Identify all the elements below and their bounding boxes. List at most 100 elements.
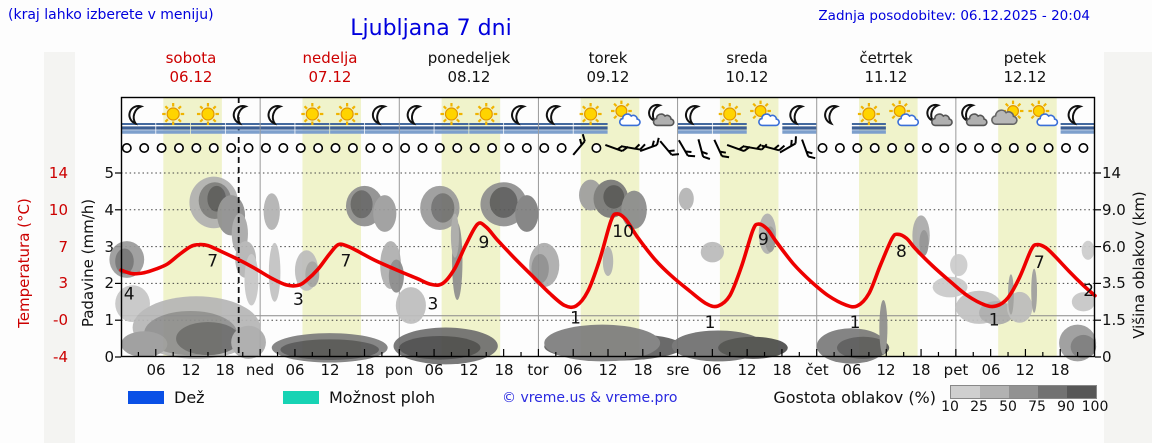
- barb-feather: [579, 138, 583, 146]
- cloud-blob: [515, 195, 539, 232]
- temp-tick: -0: [53, 311, 68, 329]
- cloud-blob: [121, 331, 168, 357]
- sun-ray: [734, 118, 739, 123]
- wind-barb: [801, 139, 816, 160]
- cloud-blob: [350, 190, 373, 219]
- cloud-tick: 9.0: [1102, 201, 1126, 219]
- day-header-petek: petek 12.12: [955, 49, 1095, 87]
- barb-shaft: [779, 142, 797, 154]
- wind-calm-circle: [208, 142, 219, 153]
- density-tick: 75: [1028, 399, 1046, 415]
- density-tick: 10: [941, 399, 959, 415]
- sun-disc: [584, 107, 598, 121]
- density-segment: [1038, 386, 1067, 398]
- wind-calm-circle: [313, 142, 324, 153]
- weather-icon-sun-fog: [295, 103, 330, 134]
- day-date: 12.12: [1003, 68, 1047, 86]
- barb-feather: [639, 143, 646, 151]
- cloud-blob: [450, 213, 460, 258]
- weather-icon-moon-fog: [121, 105, 156, 134]
- weather-icon-sun-fog: [330, 103, 365, 134]
- precip-tick: 0: [104, 348, 114, 366]
- daylight-band: [859, 98, 918, 356]
- wind-barb: [659, 140, 680, 156]
- wind-calm-circle: [1078, 142, 1089, 153]
- sun-ray: [164, 118, 169, 123]
- weather-icon-moon-fog: [1060, 105, 1095, 134]
- weather-icon-sun-fog: [712, 103, 747, 134]
- wind-calm-circle: [260, 142, 271, 153]
- sun-disc: [166, 107, 180, 121]
- temperature-value-label: 1: [570, 308, 581, 328]
- density-tick: 50: [999, 399, 1017, 415]
- cloud-blob: [244, 253, 259, 306]
- barb-shaft: [659, 140, 673, 156]
- wind-calm-circle: [974, 142, 985, 153]
- temperature-value-label: 7: [1034, 253, 1045, 273]
- wind-calm-circle: [1008, 142, 1019, 153]
- sun-ray: [860, 105, 865, 110]
- cloud-blob: [765, 226, 776, 253]
- sun-ray: [199, 105, 204, 110]
- barb-feather: [685, 150, 692, 153]
- precip-tick: 5: [104, 164, 114, 182]
- weather-icon-sun-cloud: [889, 100, 920, 127]
- cloud-puff: [897, 113, 920, 127]
- sun-ray: [891, 115, 896, 120]
- x-label-hour: 06: [842, 361, 862, 379]
- sun-disc: [615, 105, 628, 118]
- day-name: ponedeljek: [427, 49, 511, 67]
- barb-feather: [701, 150, 708, 155]
- sun-ray: [1017, 115, 1022, 120]
- weather-icon-sun-cloud: [610, 100, 641, 127]
- weather-icon-moon-fog: [260, 105, 295, 134]
- x-label-hour: 12: [598, 361, 618, 379]
- sun-disc: [340, 107, 354, 121]
- cloud-blob: [176, 322, 240, 356]
- left-axis-strip: [44, 52, 75, 443]
- x-label-hour: 12: [459, 361, 479, 379]
- weather-icon-sun-cloud: [1028, 100, 1059, 127]
- sun-ray: [764, 102, 769, 107]
- x-label-hour: 18: [355, 361, 375, 379]
- wind-calm-circle: [852, 142, 863, 153]
- barb-feather: [616, 145, 624, 151]
- sun-ray: [351, 118, 356, 123]
- sun-disc: [723, 107, 737, 121]
- temperature-value-label: 10: [612, 222, 634, 242]
- moon-crescent: [961, 103, 976, 123]
- cloud-blob: [950, 253, 968, 277]
- cloud-tick: 0: [1102, 348, 1112, 366]
- cloud-tick: 1.5: [1102, 311, 1126, 329]
- sun-ray: [1030, 115, 1035, 120]
- day-date: 10.12: [725, 68, 769, 86]
- sun-disc: [1032, 105, 1045, 118]
- moon-crescent: [1067, 105, 1084, 126]
- x-label-hour: 18: [911, 361, 931, 379]
- barb-shaft: [639, 143, 658, 153]
- weather-icon-moon-fog: [364, 105, 399, 134]
- temperature-value-label: 3: [427, 295, 438, 315]
- cloud-field: [109, 176, 1097, 365]
- temperature-curve: [119, 212, 1097, 310]
- sun-ray: [338, 118, 343, 123]
- sun-ray: [477, 118, 482, 123]
- sun-ray: [734, 105, 739, 110]
- weather-icon-moon-cloud: [961, 103, 988, 127]
- barb-feather: [687, 154, 696, 158]
- density-segment: [951, 386, 980, 398]
- cloud-puff: [618, 113, 641, 127]
- x-label-day: ned: [245, 361, 275, 379]
- sun-ray: [873, 118, 878, 123]
- cloud-puff: [1036, 113, 1059, 127]
- sun-ray: [752, 102, 757, 107]
- cloud-blob: [700, 241, 724, 263]
- temperature-value-label: 8: [896, 242, 907, 262]
- cloud-tick: 3.5: [1102, 274, 1126, 292]
- copyright-link[interactable]: © vreme.us & vreme.pro: [502, 390, 678, 406]
- sun-ray: [582, 118, 587, 123]
- weather-icon-moon-cloud: [648, 103, 675, 127]
- right-axis-strip: [1104, 52, 1152, 443]
- wind-calm-circle: [173, 142, 184, 153]
